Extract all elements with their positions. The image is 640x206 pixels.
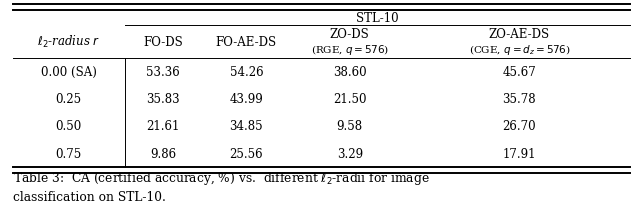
Text: $\ell_2$-radius $r$: $\ell_2$-radius $r$ [37, 34, 100, 50]
Text: FO-AE-DS: FO-AE-DS [216, 36, 277, 49]
Text: (RGE, $q = 576$): (RGE, $q = 576$) [311, 43, 388, 57]
Text: STL-10: STL-10 [356, 12, 399, 25]
Text: (CGE, $q = d_z = 576$): (CGE, $q = d_z = 576$) [468, 43, 570, 57]
Text: 9.86: 9.86 [150, 147, 176, 160]
Text: 0.50: 0.50 [56, 120, 82, 133]
Text: 25.56: 25.56 [230, 147, 263, 160]
Text: 35.78: 35.78 [502, 93, 536, 106]
Text: 38.60: 38.60 [333, 66, 367, 79]
Text: 0.00 (SA): 0.00 (SA) [41, 66, 97, 79]
Text: 34.85: 34.85 [230, 120, 263, 133]
Text: classification on STL-10.: classification on STL-10. [13, 190, 166, 202]
Text: ZO-AE-DS: ZO-AE-DS [489, 28, 550, 41]
Text: ZO-DS: ZO-DS [330, 28, 370, 41]
Text: Table 3:  CA (certified accuracy, %) vs.  different $\ell_2$-radii for image: Table 3: CA (certified accuracy, %) vs. … [13, 169, 429, 186]
Text: 54.26: 54.26 [230, 66, 263, 79]
Text: 17.91: 17.91 [502, 147, 536, 160]
Text: 0.75: 0.75 [56, 147, 82, 160]
Text: 35.83: 35.83 [147, 93, 180, 106]
Text: 21.50: 21.50 [333, 93, 367, 106]
Text: 0.25: 0.25 [56, 93, 82, 106]
Text: 53.36: 53.36 [147, 66, 180, 79]
Text: 3.29: 3.29 [337, 147, 363, 160]
Text: 26.70: 26.70 [502, 120, 536, 133]
Text: 45.67: 45.67 [502, 66, 536, 79]
Text: 9.58: 9.58 [337, 120, 363, 133]
Text: 43.99: 43.99 [230, 93, 263, 106]
Text: 21.61: 21.61 [147, 120, 180, 133]
Text: FO-DS: FO-DS [143, 36, 183, 49]
